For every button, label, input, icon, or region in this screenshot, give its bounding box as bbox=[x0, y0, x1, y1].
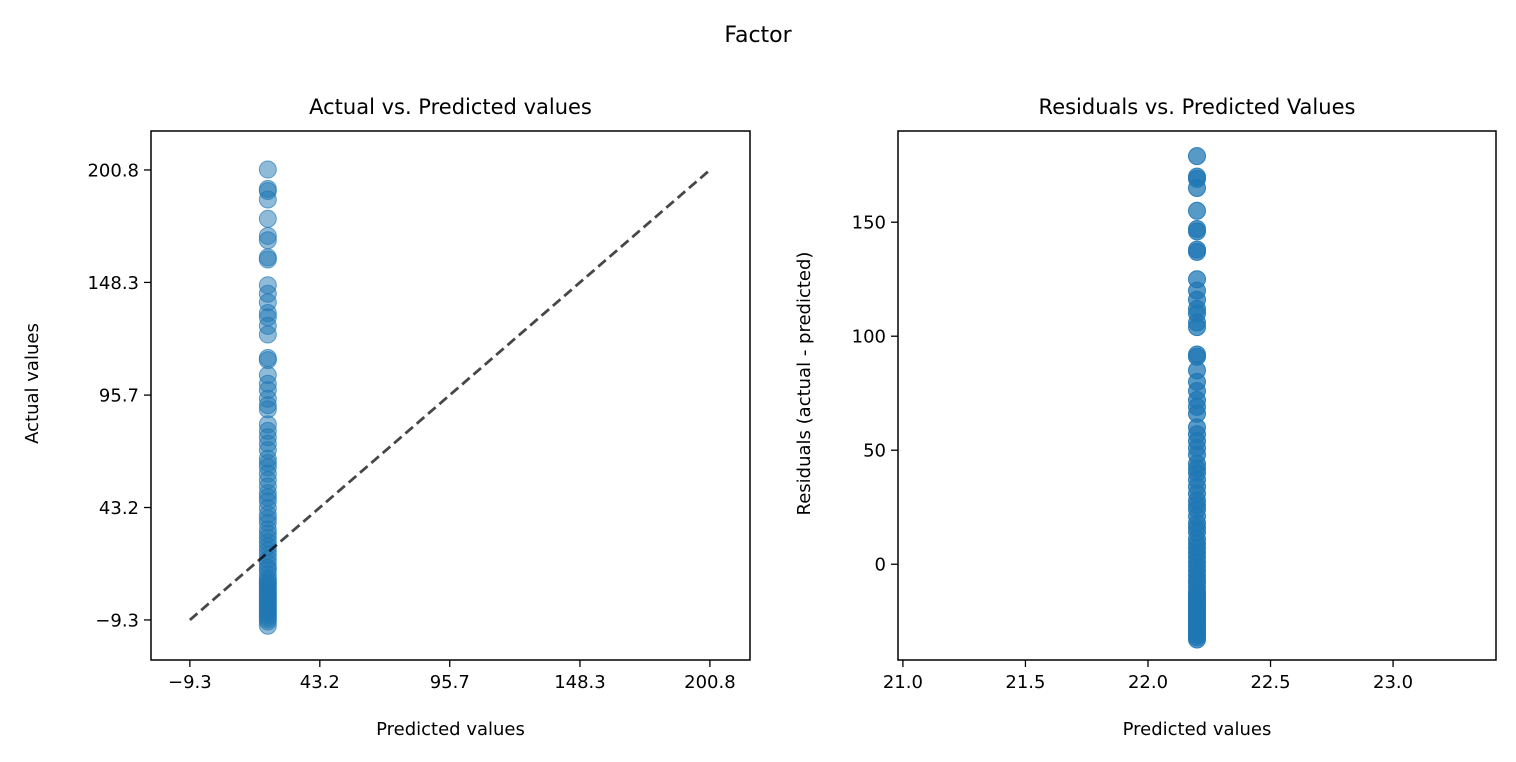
residuals-y-ticks: 0 50 100 150 bbox=[852, 213, 898, 576]
actual-vs-predicted-points bbox=[258, 160, 277, 635]
residuals-point bbox=[1188, 630, 1206, 649]
actual-vs-predicted-x-tick-label: −9.3 bbox=[168, 672, 212, 693]
actual-vs-predicted-point bbox=[258, 351, 277, 370]
actual-vs-predicted-y-tick-label: 148.3 bbox=[87, 273, 139, 294]
actual-vs-predicted-point bbox=[258, 209, 277, 228]
residuals-x-tick-label: 22.0 bbox=[1128, 672, 1168, 693]
residuals-y-tick-label: 0 bbox=[875, 555, 886, 576]
actual-vs-predicted-point bbox=[258, 160, 277, 179]
actual-vs-predicted-x-tick-label: 200.8 bbox=[684, 672, 736, 693]
actual-vs-predicted-y-ticks: −9.3 43.2 95.7 148.3 200.8 bbox=[87, 160, 151, 631]
identity-line bbox=[188, 168, 711, 622]
residuals-x-tick-label: 21.0 bbox=[883, 672, 923, 693]
actual-vs-predicted-x-tick-label: 43.2 bbox=[300, 672, 340, 693]
actual-vs-predicted-y-label: Actual values bbox=[22, 323, 43, 444]
residuals-x-tick-label: 22.5 bbox=[1250, 672, 1290, 693]
actual-vs-predicted-x-ticks: −9.3 43.2 95.7 148.3 200.8 bbox=[168, 660, 736, 693]
residuals-title: Residuals vs. Predicted Values bbox=[1039, 95, 1356, 119]
actual-vs-predicted-x-tick-label: 148.3 bbox=[554, 672, 606, 693]
actual-vs-predicted-point bbox=[258, 616, 277, 635]
residuals-x-label: Predicted values bbox=[1123, 719, 1272, 740]
residuals-y-tick-label: 150 bbox=[852, 213, 886, 234]
actual-vs-predicted-point bbox=[258, 250, 277, 269]
residuals-y-tick-label: 100 bbox=[852, 327, 886, 348]
actual-vs-predicted-x-tick-label: 95.7 bbox=[430, 672, 470, 693]
residuals-point bbox=[1188, 201, 1206, 220]
residuals-point bbox=[1188, 147, 1206, 166]
actual-vs-predicted-point bbox=[258, 190, 277, 209]
actual-vs-predicted-title: Actual vs. Predicted values bbox=[309, 95, 592, 119]
actual-vs-predicted-x-label: Predicted values bbox=[376, 719, 525, 740]
figure-suptitle: Factor bbox=[724, 23, 792, 48]
residuals-point bbox=[1188, 242, 1206, 261]
residuals-axes-frame bbox=[897, 130, 1497, 661]
residuals-points bbox=[1188, 147, 1206, 649]
residuals-x-ticks: 21.0 21.5 22.0 22.5 23.0 bbox=[883, 660, 1413, 693]
actual-vs-predicted-point bbox=[258, 400, 277, 419]
residuals-y-tick-label: 50 bbox=[863, 441, 886, 462]
residuals-vs-predicted-chart: 21.0 21.5 22.0 22.5 23.0 0 50 100 150 Residuals… bbox=[794, 95, 1497, 740]
actual-vs-predicted-y-tick-label: 43.2 bbox=[99, 498, 139, 519]
residuals-y-label: Residuals (actual - predicted) bbox=[794, 252, 815, 516]
actual-vs-predicted-chart: −9.3 43.2 95.7 148.3 200.8 −9.3 43.2 95.7 148.3… bbox=[22, 95, 751, 740]
identity-reference-line bbox=[188, 168, 711, 622]
residuals-point bbox=[1188, 318, 1206, 337]
actual-vs-predicted-point bbox=[258, 231, 277, 250]
residuals-x-tick-label: 21.5 bbox=[1005, 672, 1045, 693]
actual-vs-predicted-y-tick-label: 200.8 bbox=[87, 160, 139, 181]
residuals-point bbox=[1188, 222, 1206, 241]
residuals-point bbox=[1188, 179, 1206, 197]
actual-vs-predicted-point bbox=[258, 325, 277, 344]
actual-vs-predicted-y-tick-label: 95.7 bbox=[99, 386, 139, 407]
actual-vs-predicted-y-tick-label: −9.3 bbox=[95, 610, 139, 631]
residuals-x-tick-label: 23.0 bbox=[1373, 672, 1413, 693]
